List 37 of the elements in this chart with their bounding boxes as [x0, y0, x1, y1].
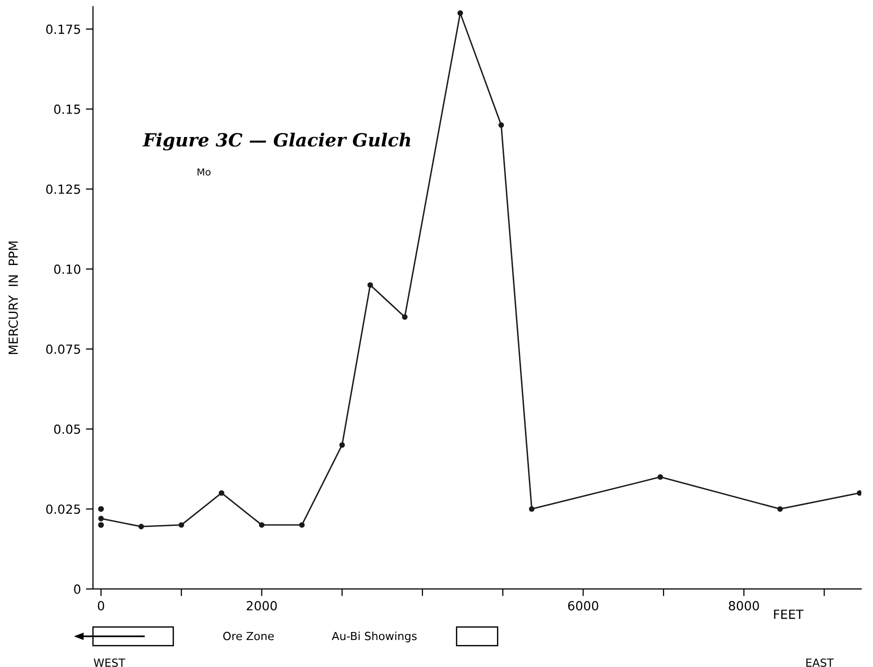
text: Figure 3C — Glacier Gulch: [142, 132, 410, 150]
y-tick-label: 0.10: [54, 264, 80, 274]
text: Ore Zone: [223, 632, 274, 640]
text: WEST: [94, 658, 126, 667]
x-tick-label: 6000: [568, 600, 598, 610]
point: [457, 10, 463, 16]
point: [98, 516, 104, 522]
point: [528, 506, 535, 512]
text: Mo: [198, 168, 210, 176]
text: EAST: [806, 658, 834, 667]
point: [218, 490, 224, 496]
point: [402, 314, 408, 320]
y-tick-label: 0.075: [46, 344, 80, 354]
text: Au-Bi Showings: [332, 632, 417, 642]
point: [367, 282, 373, 288]
x-tick-label: 2000: [246, 600, 277, 610]
y-tick-label: 0.15: [54, 104, 80, 114]
y-tick-label: 0.025: [46, 504, 80, 514]
point: [339, 442, 345, 448]
point: [498, 122, 504, 128]
point: [658, 474, 664, 480]
point: [258, 522, 265, 528]
y-axis-title: MERCURY IN PPM: [8, 242, 18, 354]
point: [138, 524, 144, 530]
y-tick-label: 0.175: [46, 24, 80, 34]
x-tick-label: 0: [98, 600, 104, 610]
point: [777, 506, 783, 512]
point: [98, 506, 104, 512]
x-axis-title: FEET: [774, 610, 804, 619]
x-tick-label: 8000: [728, 600, 759, 610]
y-tick-label: 0: [74, 584, 80, 594]
y-tick-label: 0.125: [46, 184, 80, 194]
point: [856, 490, 862, 496]
point: [178, 522, 184, 528]
y-tick-label: 0.05: [54, 424, 80, 434]
point: [98, 522, 104, 528]
point: [299, 522, 305, 528]
